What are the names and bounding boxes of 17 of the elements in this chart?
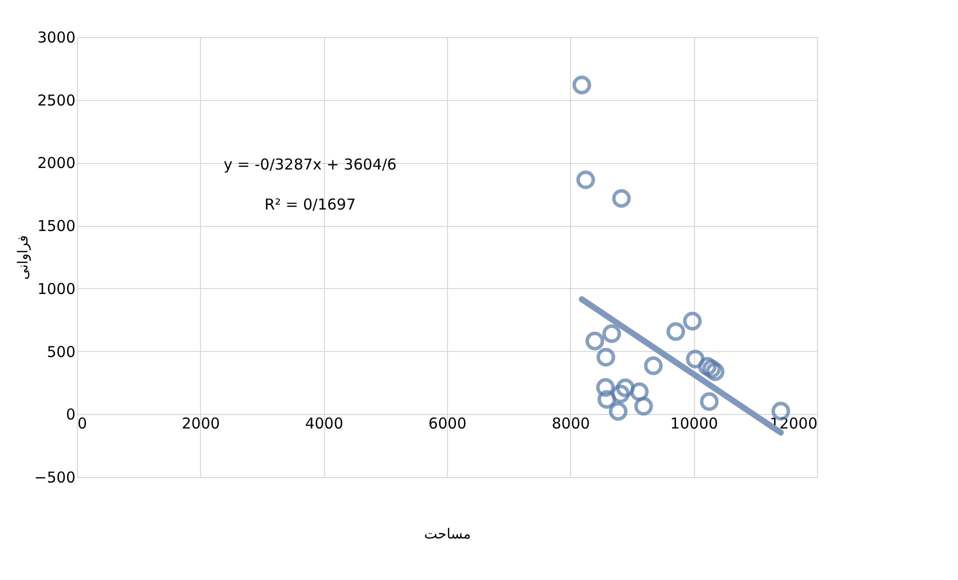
x-tick-label: 8000 xyxy=(552,414,590,433)
y-axis-title: فراوانی xyxy=(15,235,32,280)
y-tick-label: 1000 xyxy=(37,280,76,298)
y-tick-label: 3000 xyxy=(37,28,76,46)
annotation: R² = 0/1697 xyxy=(264,196,356,214)
x-axis-title: مساحت xyxy=(424,526,471,542)
x-tick-label: 2000 xyxy=(182,414,220,433)
x-tick-label: 6000 xyxy=(428,414,467,433)
y-tick-label: 500 xyxy=(46,342,76,361)
annotation: y = -0/3287x + 3604/6 xyxy=(224,156,397,174)
y-tick-label: 2000 xyxy=(37,154,76,172)
y-tick-label: 2500 xyxy=(37,91,76,110)
y-tick-label: −500 xyxy=(34,468,76,486)
x-tick-label: 4000 xyxy=(305,414,344,433)
x-tick-label: 10000 xyxy=(670,414,718,433)
y-tick-label: 1500 xyxy=(37,217,76,236)
x-tick-label: 0 xyxy=(78,414,88,433)
